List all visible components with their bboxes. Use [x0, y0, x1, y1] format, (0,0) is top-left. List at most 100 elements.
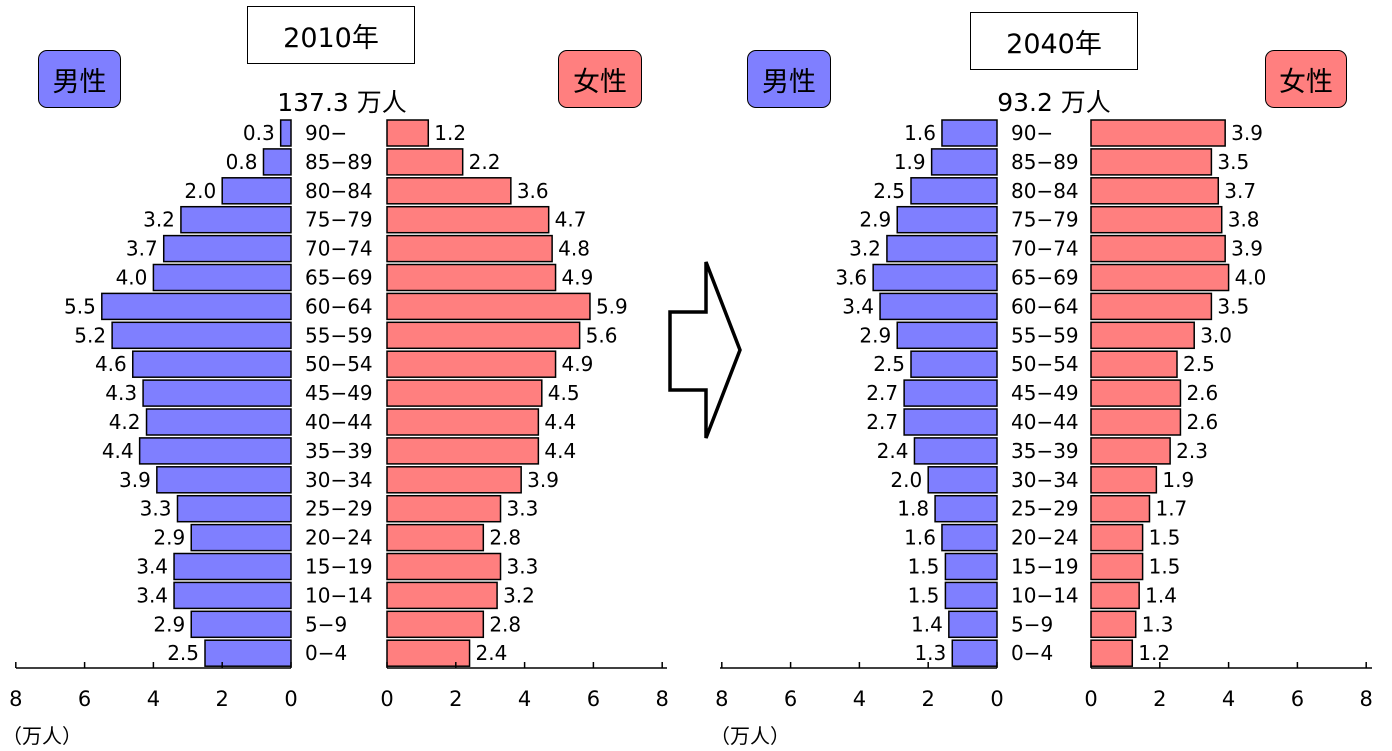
male-value-label: 1.5 [908, 555, 940, 579]
age-group-label: 90− [1011, 121, 1053, 145]
female-tick-label: 6 [587, 687, 600, 711]
female-tick-label: 4 [1222, 687, 1235, 711]
female-bar [386, 379, 543, 407]
unit-label-2040: （万人） [710, 724, 790, 748]
female-value-label: 3.3 [507, 555, 539, 579]
male-value-label: 2.5 [873, 179, 905, 203]
female-bar [1090, 466, 1158, 494]
male-value-label: 2.9 [153, 612, 185, 636]
age-group-label: 45−49 [1011, 381, 1079, 405]
age-group-label: 70−74 [1011, 237, 1079, 261]
male-bar [879, 292, 998, 321]
male-bar [944, 552, 998, 581]
female-bar [1090, 205, 1223, 234]
female-value-label: 3.8 [1228, 208, 1260, 232]
male-bar [156, 466, 292, 494]
male-value-label: 2.9 [153, 526, 185, 550]
female-value-label: 1.7 [1155, 497, 1187, 521]
age-group-label: 30−34 [1011, 468, 1079, 492]
female-bar [386, 437, 540, 465]
female-value-label: 1.9 [1162, 468, 1194, 492]
male-value-label: 4.3 [105, 381, 137, 405]
age-group-label: 60−64 [1011, 294, 1079, 318]
age-group-label: 50−54 [305, 352, 373, 376]
female-value-label: 1.4 [1145, 583, 1177, 607]
male-bar [951, 639, 998, 667]
female-bar [1090, 379, 1182, 407]
female-bar [386, 263, 557, 292]
female-value-label: 4.5 [548, 381, 580, 405]
male-value-label: 1.6 [904, 526, 936, 550]
female-value-label: 4.4 [544, 439, 576, 463]
male-bar [872, 263, 998, 292]
female-bar [1090, 119, 1226, 147]
male-value-label: 2.9 [859, 208, 891, 232]
male-bar [886, 234, 998, 263]
male-tick-label: 4 [853, 687, 866, 711]
female-value-label: 3.5 [1217, 294, 1249, 318]
male-tick-label: 0 [284, 687, 297, 711]
male-tick-label: 8 [715, 687, 728, 711]
age-group-label: 65−69 [305, 266, 373, 290]
male-bar [132, 350, 292, 378]
age-group-label: 40−44 [305, 410, 373, 434]
age-group-label: 10−14 [1011, 583, 1079, 607]
male-value-label: 2.5 [873, 352, 905, 376]
age-group-label: 85−89 [305, 150, 373, 174]
female-value-label: 1.5 [1149, 555, 1181, 579]
female-value-label: 1.5 [1149, 526, 1181, 550]
male-bar [903, 408, 998, 436]
pyramid-2040: 1.6 3.9 90− 1.9 3.5 85−89 2.5 3.7 80−84 2.9 3.8 75−… [715, 119, 1373, 711]
male-bar [221, 177, 292, 205]
male-bar [138, 437, 292, 465]
age-group-label: 90− [305, 121, 347, 145]
male-tick-label: 4 [147, 687, 160, 711]
female-bar [1090, 292, 1213, 321]
female-bar [386, 581, 498, 610]
female-bar [1090, 321, 1195, 350]
female-bar [386, 148, 464, 176]
age-group-label: 25−29 [1011, 497, 1079, 521]
total-label-2040: 93.2 万人 [997, 88, 1111, 117]
female-bar [386, 292, 591, 321]
age-group-label: 35−39 [1011, 439, 1079, 463]
female-bar [386, 639, 471, 667]
male-tick-label: 2 [216, 687, 229, 711]
male-bar [176, 494, 292, 523]
male-bar [152, 263, 292, 292]
female-value-label: 3.3 [507, 497, 539, 521]
age-group-label: 25−29 [305, 497, 373, 521]
age-group-label: 45−49 [305, 381, 373, 405]
male-value-label: 2.5 [167, 641, 199, 665]
male-bar [262, 148, 292, 176]
female-bar [386, 466, 522, 494]
age-group-label: 80−84 [1011, 179, 1079, 203]
male-value-label: 1.9 [894, 150, 926, 174]
male-bar [145, 408, 292, 436]
female-value-label: 3.9 [1231, 237, 1263, 261]
female-bar [1090, 408, 1182, 436]
female-value-label: 2.8 [489, 526, 521, 550]
female-value-label: 3.2 [503, 583, 535, 607]
male-bar [190, 610, 292, 639]
male-value-label: 3.2 [849, 237, 881, 261]
male-value-label: 0.8 [226, 150, 258, 174]
female-bar [1090, 234, 1226, 263]
age-group-label: 50−54 [1011, 352, 1079, 376]
female-bar [1090, 263, 1230, 292]
female-value-label: 4.4 [544, 410, 576, 434]
age-group-label: 15−19 [1011, 555, 1079, 579]
male-bar [896, 205, 998, 234]
male-tick-label: 6 [784, 687, 797, 711]
male-bar [934, 494, 998, 523]
female-tick-label: 2 [1153, 687, 1166, 711]
age-group-label: 15−19 [305, 555, 373, 579]
male-label-2010: 男性 [38, 50, 121, 108]
male-label-2040: 男性 [747, 50, 831, 108]
female-value-label: 3.6 [517, 179, 549, 203]
female-bar [1090, 148, 1213, 176]
age-group-label: 70−74 [305, 237, 373, 261]
male-bar [944, 581, 998, 610]
female-bar [386, 552, 502, 581]
male-tick-label: 8 [9, 687, 22, 711]
